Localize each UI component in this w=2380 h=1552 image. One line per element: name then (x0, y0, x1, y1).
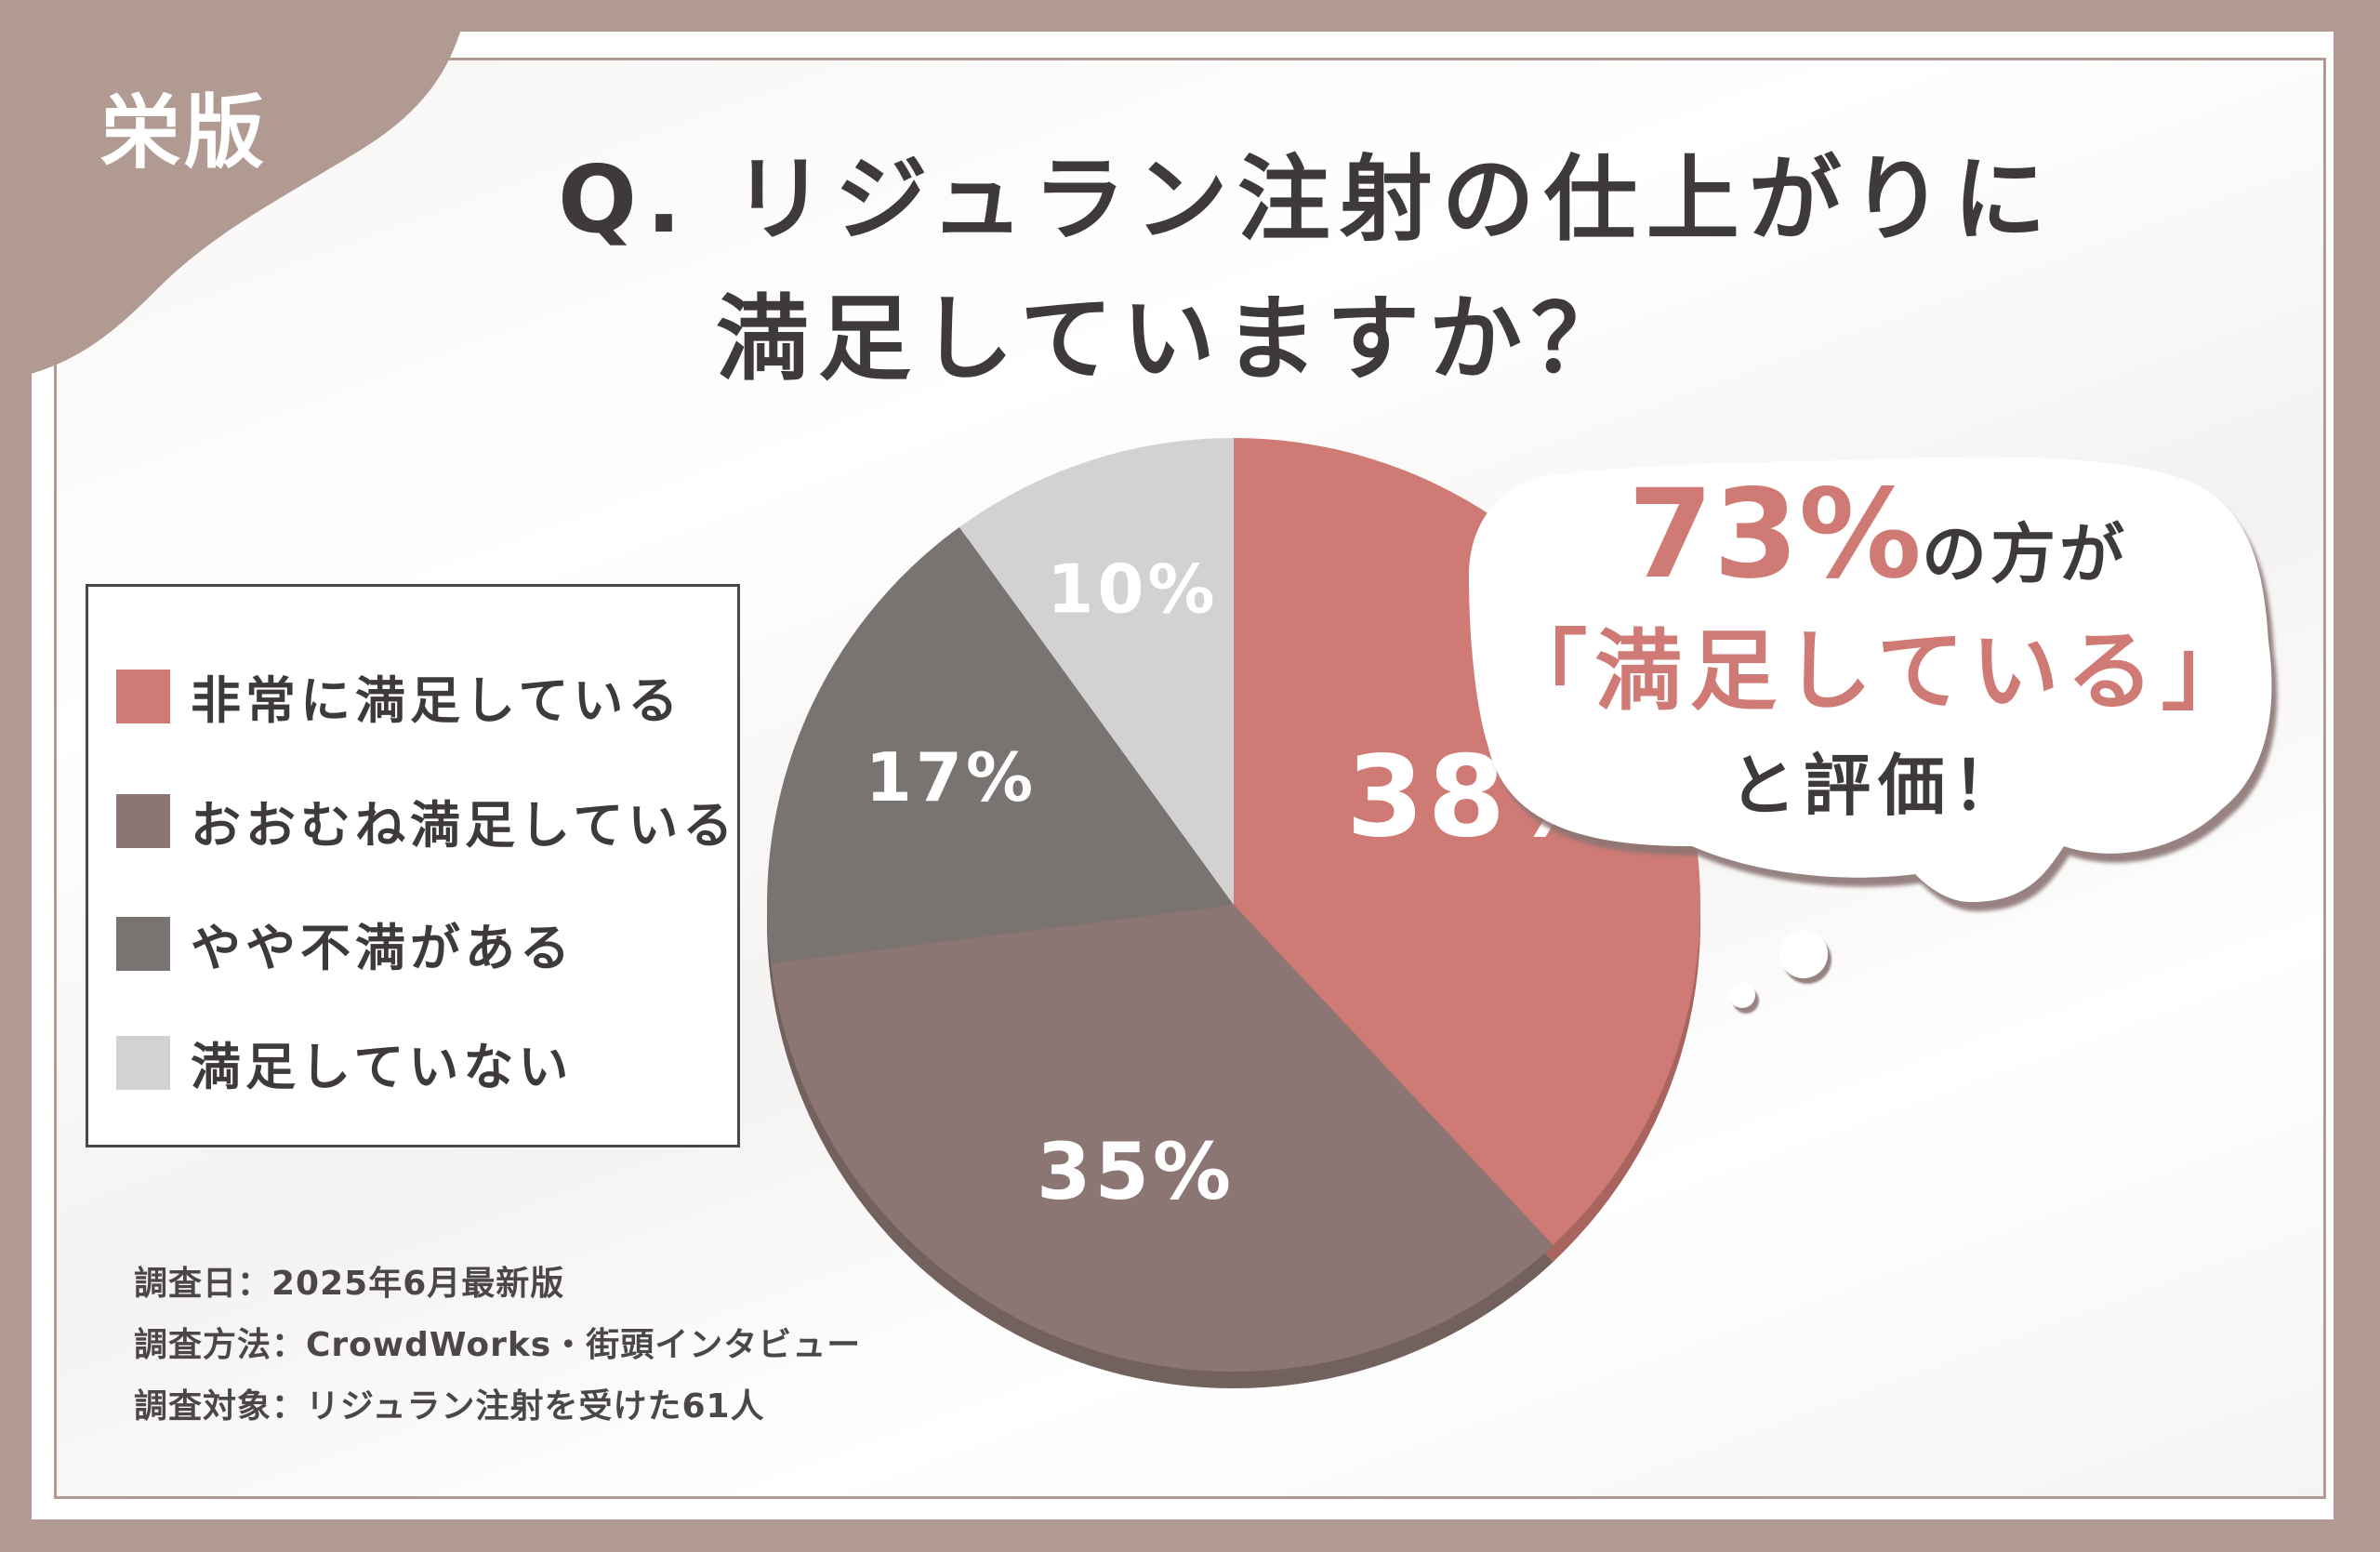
legend-item-not-satisfied: 満足していない (116, 1026, 573, 1099)
legend-label: 満足していない (191, 1038, 574, 1096)
legend-item-mostly-satisfied: おおむね満足している (116, 784, 737, 857)
question-title: Q. リジュラン注射の仕上がりに 満足していますか？ (558, 130, 2056, 409)
survey-notes: 調査日：2025年6月最新版 調査方法：CrowdWorks・街頭インタビュー … (134, 1254, 861, 1438)
callout-suffix: の方が (1921, 516, 2128, 592)
legend-label: 非常に満足している (191, 671, 683, 730)
thought-bubble (1469, 457, 2272, 902)
callout-line-1: 73%の方が (1469, 463, 2287, 606)
question-title-line-2: 満足していますか？ (716, 285, 1633, 393)
survey-method: 調査方法：CrowdWorks・街頭インタビュー (134, 1326, 862, 1364)
callout-text: 73%の方が 「満足している」 と評価！ (1469, 463, 2287, 829)
callout-percent: 73% (1628, 463, 1922, 606)
pie-slice-2 (767, 526, 1234, 963)
legend: 非常に満足している おおむね満足している やや不満がある 満足していない (86, 584, 740, 1147)
pie-label-3: 10% (1047, 550, 1218, 628)
pie-label-2: 17% (866, 738, 1037, 816)
pie-slice-3 (959, 438, 1234, 905)
legend-swatch (116, 669, 170, 723)
legend-label: やや不満がある (191, 919, 575, 977)
question-title-line-1: Q. リジュラン注射の仕上がりに (558, 145, 2056, 254)
legend-label: おおむね満足している (191, 796, 738, 855)
corner-decoration (0, 0, 469, 381)
legend-swatch (116, 1035, 170, 1090)
survey-date: 調査日：2025年6月最新版 (134, 1265, 565, 1303)
legend-swatch (116, 916, 170, 971)
callout-line-3: と評価！ (1728, 747, 2027, 825)
pie-slice-1 (770, 905, 1554, 1373)
survey-target: 調査対象：リジュラン注射を受けた61人 (134, 1387, 765, 1426)
thought-dots (1729, 930, 1828, 1008)
legend-item-very-satisfied: 非常に満足している (116, 659, 682, 733)
legend-swatch (116, 793, 170, 848)
legend-item-somewhat-dissatisfied: やや不満がある (116, 907, 575, 980)
pie-label-1: 35% (1037, 1126, 1235, 1217)
callout-line-2: 「満足している」 (1500, 621, 2256, 723)
brand-label: 栄版 (100, 86, 268, 179)
